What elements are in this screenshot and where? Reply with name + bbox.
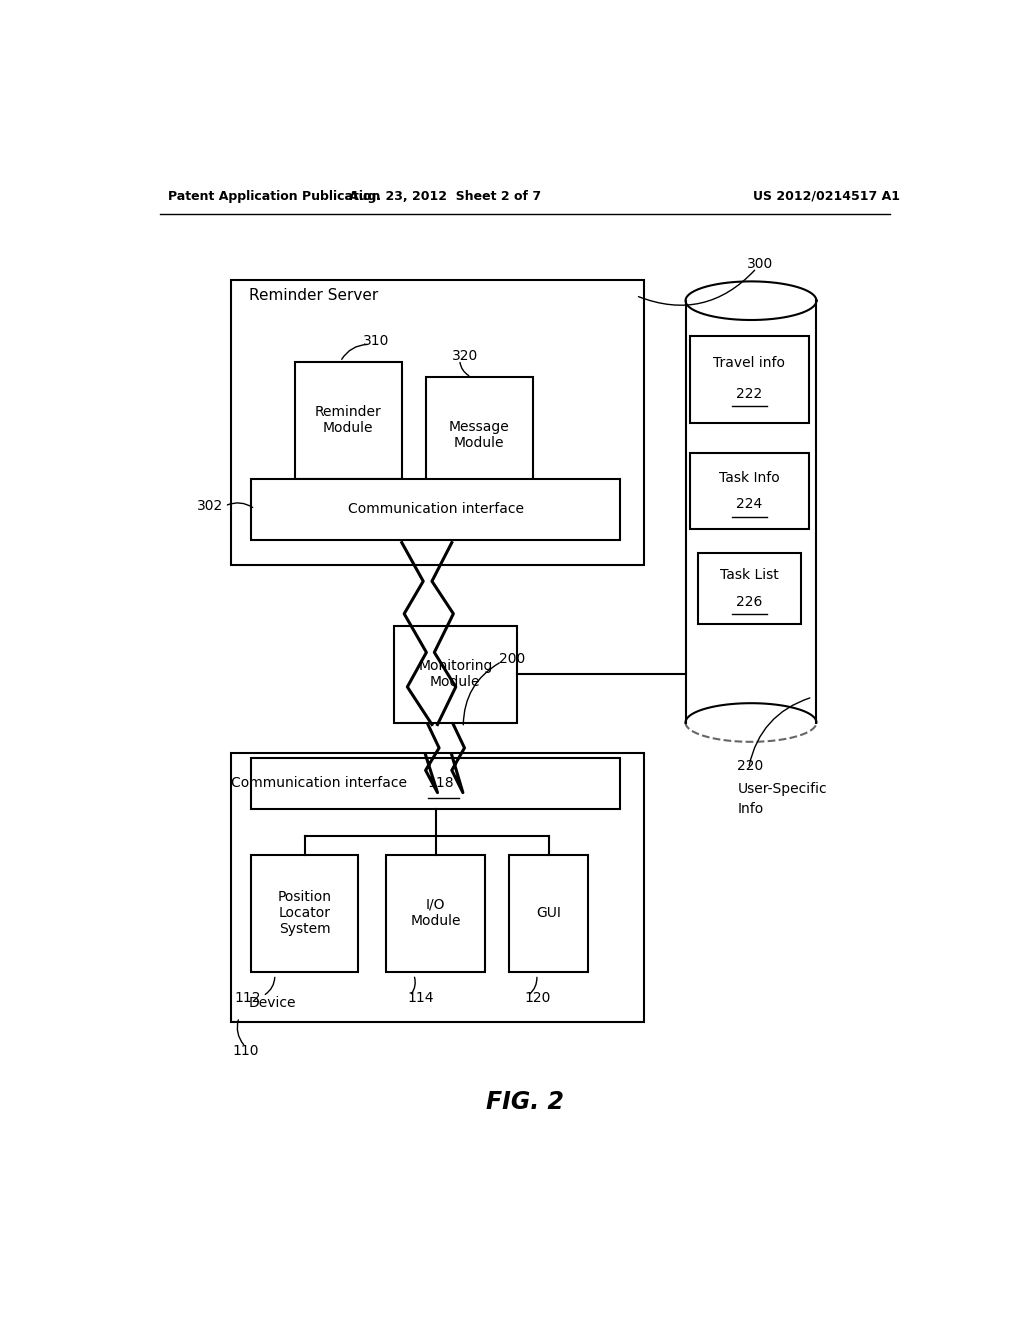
FancyBboxPatch shape xyxy=(231,280,644,565)
Text: Monitoring
Module: Monitoring Module xyxy=(418,659,493,689)
Text: Reminder
Module: Reminder Module xyxy=(314,405,382,436)
Text: Communication interface: Communication interface xyxy=(347,502,523,516)
Text: US 2012/0214517 A1: US 2012/0214517 A1 xyxy=(753,190,900,202)
Text: 118: 118 xyxy=(428,776,455,791)
Text: Communication interface: Communication interface xyxy=(231,776,412,791)
Text: FIG. 2: FIG. 2 xyxy=(485,1089,564,1114)
FancyBboxPatch shape xyxy=(697,553,801,624)
Text: GUI: GUI xyxy=(537,906,561,920)
Text: 110: 110 xyxy=(232,1044,259,1057)
Text: Aug. 23, 2012  Sheet 2 of 7: Aug. 23, 2012 Sheet 2 of 7 xyxy=(349,190,542,202)
FancyBboxPatch shape xyxy=(690,337,809,422)
Text: 222: 222 xyxy=(736,387,763,401)
FancyBboxPatch shape xyxy=(509,854,588,972)
Text: Task List: Task List xyxy=(720,568,779,582)
Text: 220: 220 xyxy=(737,759,764,774)
Text: Travel info: Travel info xyxy=(714,356,785,370)
Text: 224: 224 xyxy=(736,498,763,511)
Text: Info: Info xyxy=(737,801,764,816)
FancyBboxPatch shape xyxy=(394,626,517,722)
Text: Reminder Server: Reminder Server xyxy=(249,289,378,304)
Text: 114: 114 xyxy=(408,991,434,1005)
FancyBboxPatch shape xyxy=(231,752,644,1022)
Text: 200: 200 xyxy=(500,652,525,667)
Text: 320: 320 xyxy=(452,348,478,363)
FancyBboxPatch shape xyxy=(251,479,620,540)
FancyBboxPatch shape xyxy=(251,758,620,809)
Text: Patent Application Publication: Patent Application Publication xyxy=(168,190,380,202)
Text: 310: 310 xyxy=(362,334,389,348)
Text: Task Info: Task Info xyxy=(719,471,779,484)
FancyBboxPatch shape xyxy=(251,854,358,972)
FancyBboxPatch shape xyxy=(426,378,532,494)
Polygon shape xyxy=(685,301,816,722)
Text: I/O
Module: I/O Module xyxy=(411,898,461,928)
Text: Position
Locator
System: Position Locator System xyxy=(278,890,332,936)
FancyBboxPatch shape xyxy=(386,854,485,972)
Text: 112: 112 xyxy=(234,991,261,1005)
Text: 302: 302 xyxy=(197,499,223,513)
Text: 226: 226 xyxy=(736,594,763,609)
FancyBboxPatch shape xyxy=(690,453,809,529)
FancyBboxPatch shape xyxy=(295,362,401,479)
Text: User-Specific: User-Specific xyxy=(737,781,827,796)
Text: Device: Device xyxy=(249,997,296,1010)
Text: 120: 120 xyxy=(524,991,551,1005)
Text: Message
Module: Message Module xyxy=(449,420,510,450)
Text: 300: 300 xyxy=(748,257,773,271)
